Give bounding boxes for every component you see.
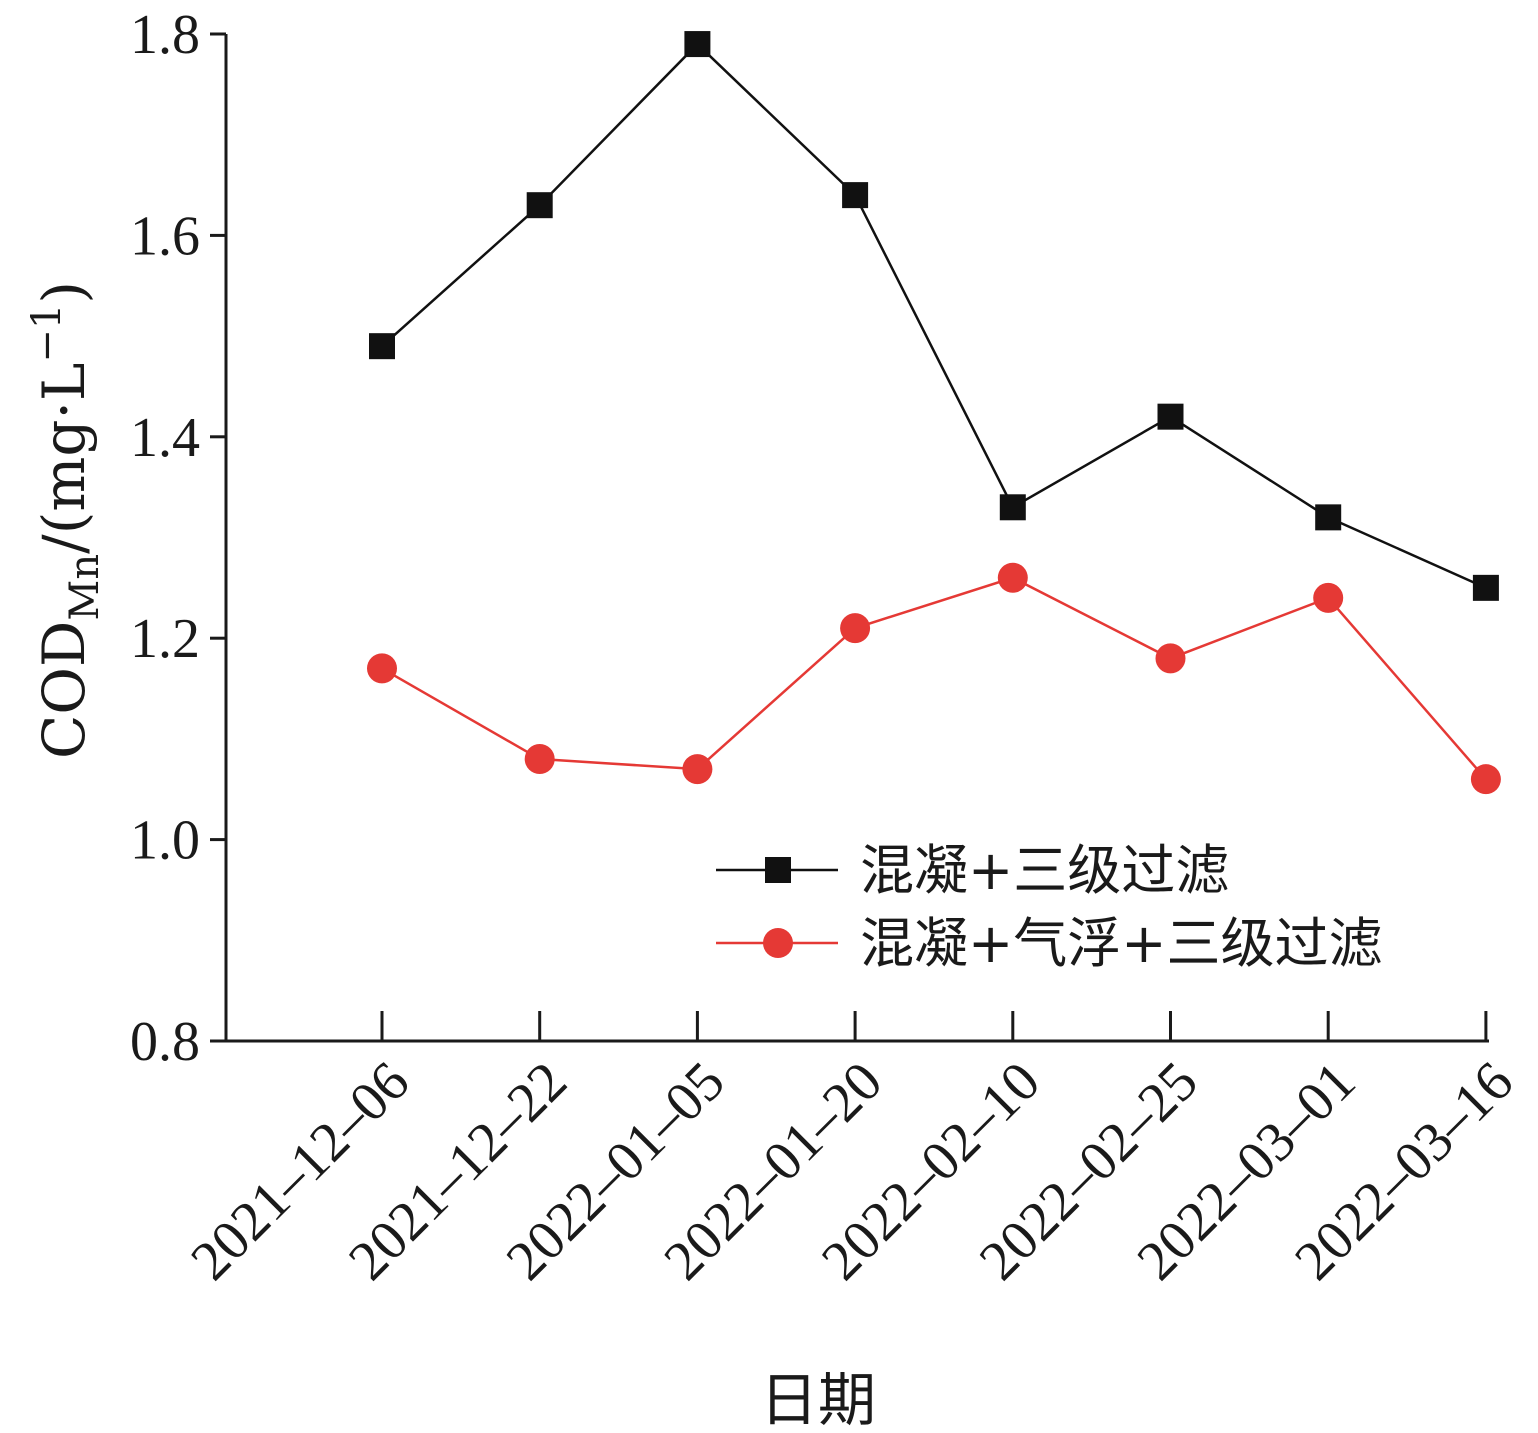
data-point-series-2 [1155,643,1186,674]
axes [224,34,1489,1043]
data-point-series-1 [684,31,711,58]
y-tick-label: 0.8 [130,1011,200,1073]
legend-marker-circle [763,928,793,958]
data-point-series-1 [999,494,1026,521]
series-line-2 [381,576,1487,781]
data-point-series-2 [367,653,397,684]
data-point-series-1 [369,333,395,360]
y-tick-label: 1.0 [130,810,200,872]
data-point-series-2 [1313,582,1344,613]
data-point-series-1 [526,192,553,219]
data-point-series-1 [1472,574,1499,601]
data-point-series-1 [842,182,869,209]
y-axis-title-subscript: Mn [62,554,108,621]
x-axis-title: 日期 [760,1366,876,1433]
legend-entry-series-2: 混凝+气浮+三级过滤 [716,912,1383,975]
y-tick-label: 1.8 [130,4,200,66]
data-point-series-2 [1470,764,1501,795]
legend-entry-series-1: 混凝+三级过滤 [716,839,1229,902]
series-layer [367,31,1501,795]
data-point-series-2 [997,562,1028,593]
y-ticks: 0.8 1.0 1.2 1.4 1.6 1.8 [130,4,226,1073]
data-point-series-2 [682,754,713,785]
data-point-series-2 [524,744,555,775]
x-ticks: 2021–12–062021–12–222022–01–052022–01–20… [179,1011,1525,1292]
legend-marker-square [765,857,791,883]
data-point-series-2 [840,613,871,644]
data-point-series-1 [1157,403,1184,430]
y-axis-title: CODMn/(mg·L−1) [24,281,108,759]
legend-label-series-1: 混凝+三级过滤 [860,839,1229,902]
series-line-1 [381,42,1487,589]
y-tick-label: 1.2 [130,608,200,670]
data-point-series-1 [1315,504,1342,531]
legend: 混凝+三级过滤 混凝+气浮+三级过滤 [716,839,1383,975]
y-axis-title-superscript: −1 [24,304,70,363]
y-tick-label: 1.4 [130,407,200,469]
y-tick-label: 1.6 [130,205,200,267]
legend-label-series-2: 混凝+气浮+三级过滤 [860,912,1383,975]
